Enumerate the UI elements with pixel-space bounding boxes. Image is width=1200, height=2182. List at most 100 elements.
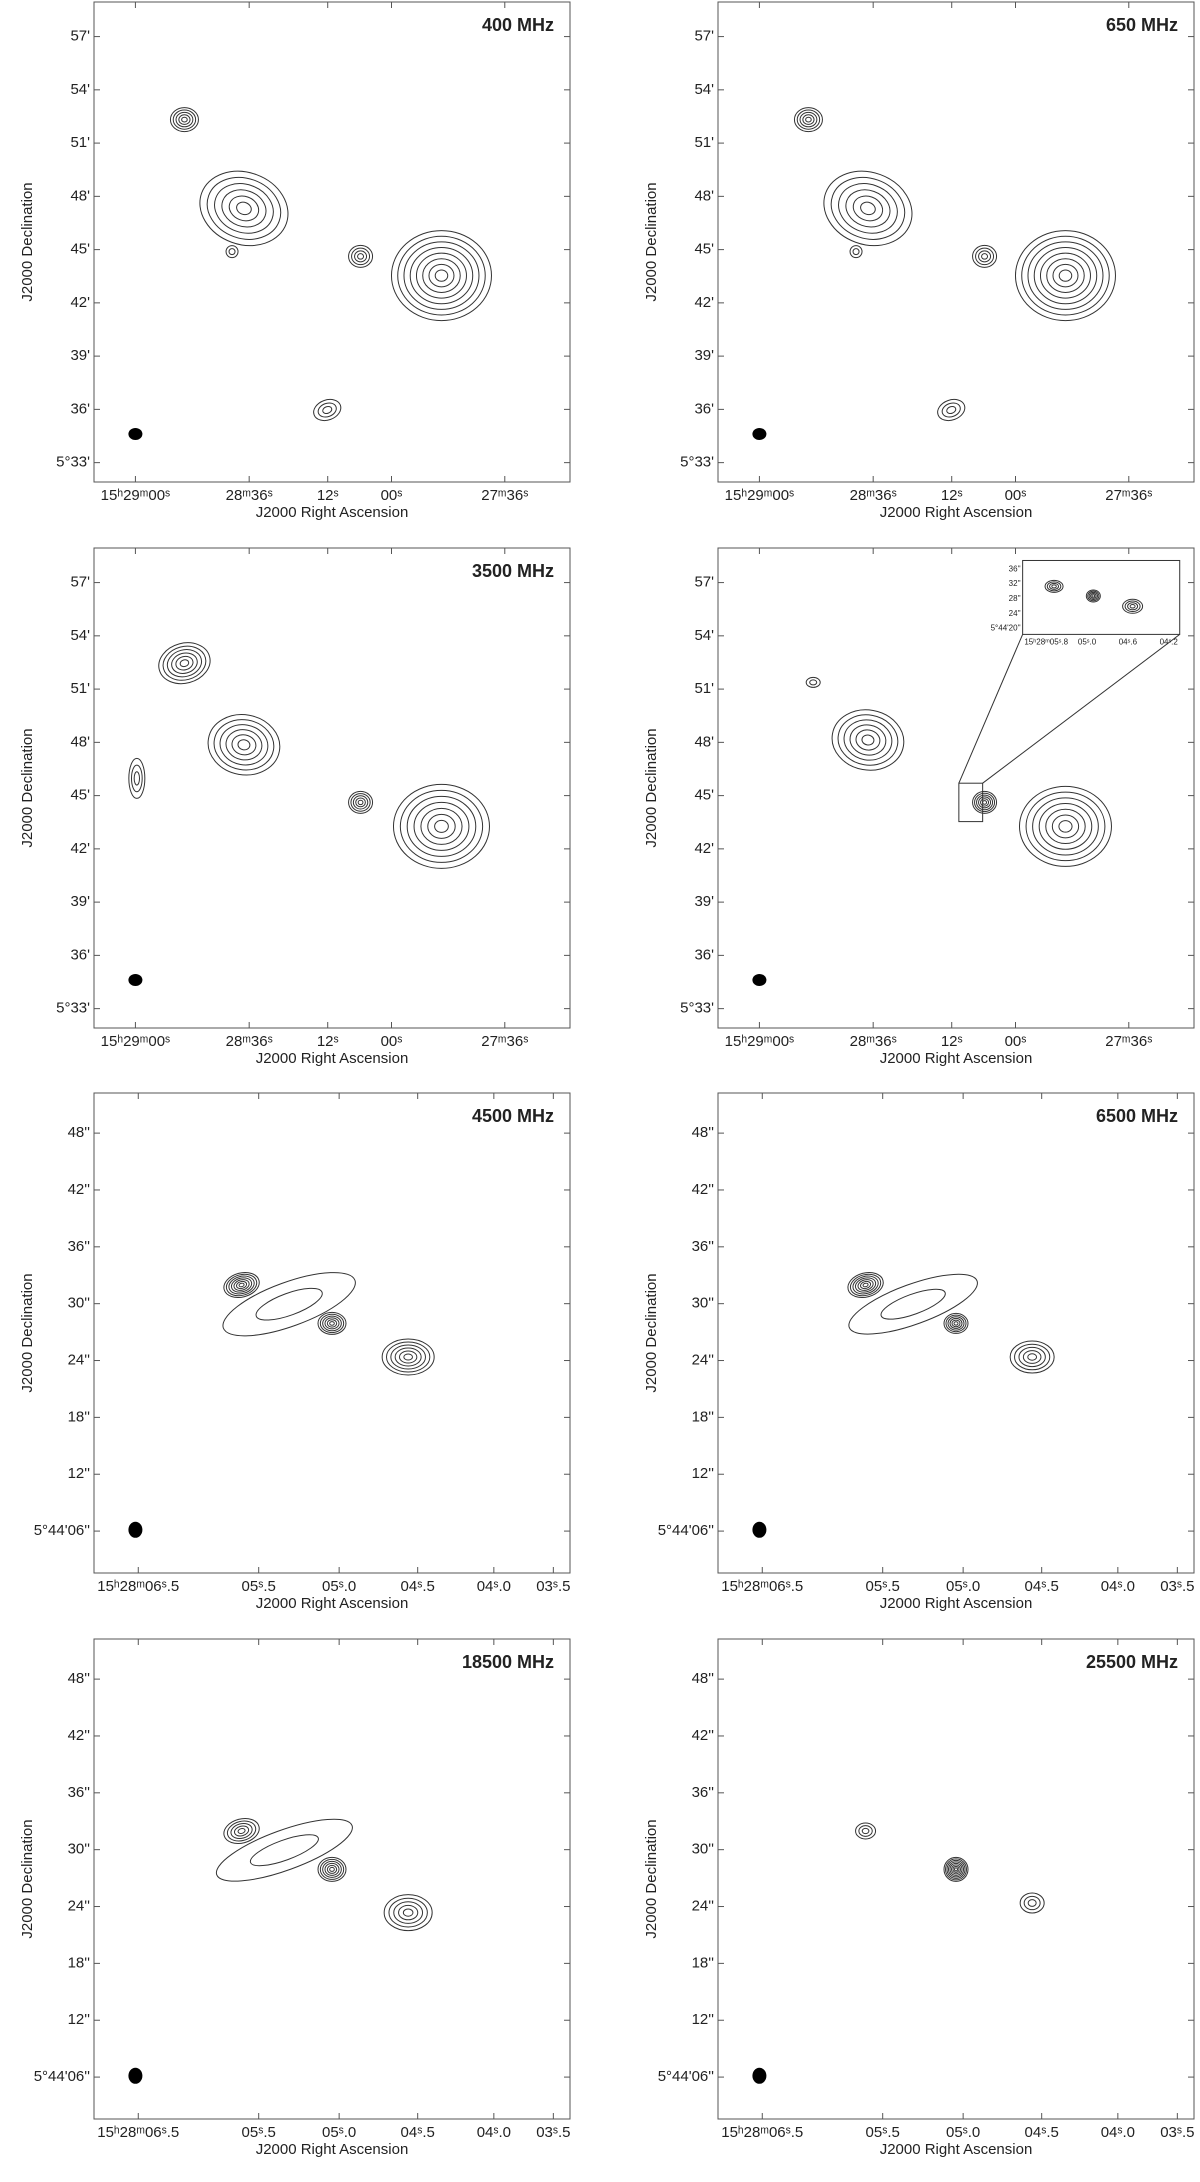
contour <box>233 1825 250 1837</box>
contour <box>1039 252 1091 299</box>
contour <box>324 1317 340 1330</box>
y-axis-title: J2000 Declination <box>19 182 36 301</box>
y-axis-title: J2000 Declination <box>643 728 660 847</box>
x-tick-label: 15ʰ28ᵐ06ˢ.5 <box>721 2124 803 2141</box>
contour <box>255 1287 323 1321</box>
contour <box>1045 808 1086 845</box>
contour <box>385 1341 431 1373</box>
contour <box>1052 263 1079 288</box>
inset-contour <box>1046 581 1062 592</box>
contour <box>231 734 257 756</box>
contour <box>941 402 961 418</box>
y-tick-label: 57' <box>70 574 90 591</box>
contour <box>1027 1899 1037 1907</box>
beam <box>752 1521 767 1538</box>
contour <box>392 783 490 869</box>
y-tick-label: 5°33' <box>680 454 714 471</box>
inset-contour <box>1049 582 1060 590</box>
panel-frame <box>93 1092 571 1574</box>
y-tick-label: 48'' <box>692 1124 715 1141</box>
y-tick-label: 5°33' <box>680 1000 714 1017</box>
x-tick-label: 15ʰ29ᵐ00ˢ <box>725 1033 795 1050</box>
y-tick-label: 48' <box>70 187 90 204</box>
contour <box>207 714 281 776</box>
y-tick-label: 39' <box>70 893 90 910</box>
contour <box>860 1280 872 1290</box>
frequency-label: 25500 MHz <box>1086 1652 1178 1672</box>
contour <box>357 799 364 806</box>
contour <box>831 709 905 771</box>
contour <box>843 719 893 761</box>
inset-contour <box>1122 598 1144 614</box>
beam <box>752 2067 767 2084</box>
y-tick-label: 36'' <box>692 1238 715 1255</box>
contour <box>861 734 875 746</box>
contour <box>854 1277 877 1293</box>
contour <box>858 1825 873 1837</box>
contour <box>319 1313 345 1334</box>
contour <box>837 714 899 766</box>
x-tick-label: 12ˢ <box>317 1033 339 1050</box>
contour <box>169 107 199 133</box>
contour <box>158 642 211 685</box>
contour <box>978 796 992 809</box>
inset-x-tick-label: 04ˢ.6 <box>1119 638 1138 647</box>
y-tick-label: 36' <box>694 946 714 963</box>
contour <box>946 1859 966 1879</box>
contour <box>943 1856 969 1882</box>
contour <box>830 176 906 240</box>
y-tick-label: 57' <box>694 574 714 591</box>
y-tick-label: 18'' <box>68 1408 91 1425</box>
x-tick-label: 04ˢ.5 <box>401 2124 435 2141</box>
contour <box>322 1860 342 1878</box>
contour <box>852 1275 879 1295</box>
contour <box>228 195 260 222</box>
x-tick-label: 05ˢ.0 <box>322 2124 356 2141</box>
y-tick-label: 57' <box>70 28 90 45</box>
x-tick-label: 15ʰ28ᵐ06ˢ.5 <box>721 1578 803 1595</box>
y-tick-label: 12'' <box>68 1465 91 1482</box>
x-tick-label: 05ˢ.5 <box>866 2124 900 2141</box>
y-tick-label: 39' <box>694 347 714 364</box>
contour <box>399 789 484 863</box>
x-tick-label: 05ˢ.0 <box>946 2124 980 2141</box>
y-axis-title: J2000 Declination <box>19 1273 36 1392</box>
y-tick-label: 36' <box>70 946 90 963</box>
x-tick-label: 27ᵐ36ˢ <box>1105 1033 1152 1050</box>
contour <box>215 1818 353 1882</box>
x-tick-label: 00ˢ <box>381 487 403 504</box>
contour <box>403 241 480 310</box>
contour <box>348 244 374 268</box>
y-tick-label: 42'' <box>68 1727 91 1744</box>
y-tick-label: 5°33' <box>56 1000 90 1017</box>
beam <box>752 428 767 440</box>
y-tick-label: 45' <box>70 241 90 258</box>
contour <box>221 189 267 228</box>
contour <box>952 1865 960 1873</box>
y-tick-label: 42' <box>694 294 714 311</box>
contour <box>855 1822 877 1840</box>
contour <box>326 1864 338 1874</box>
beam <box>128 2067 143 2084</box>
contour <box>802 114 815 125</box>
inset-x-tick-label: 05ˢ.0 <box>1078 638 1097 647</box>
inset-y-tick-label: 36'' <box>1009 564 1021 573</box>
contour <box>329 1321 335 1326</box>
contour <box>322 1315 342 1332</box>
contour <box>805 116 812 123</box>
x-tick-label: 04ˢ.5 <box>1025 1578 1059 1595</box>
contour <box>849 245 863 259</box>
y-axis-title: J2000 Declination <box>643 182 660 301</box>
contour <box>230 1277 253 1293</box>
x-tick-label: 27ᵐ36ˢ <box>1105 487 1152 504</box>
panel-frame <box>717 1 1195 483</box>
y-tick-label: 42'' <box>692 1727 715 1744</box>
y-axis-title: J2000 Declination <box>19 1819 36 1938</box>
contour <box>427 813 456 839</box>
contour <box>352 795 369 810</box>
connector <box>958 634 1024 784</box>
contour <box>398 1904 419 1921</box>
y-tick-label: 30'' <box>68 1295 91 1312</box>
contour <box>225 1273 258 1297</box>
contour <box>413 801 470 851</box>
